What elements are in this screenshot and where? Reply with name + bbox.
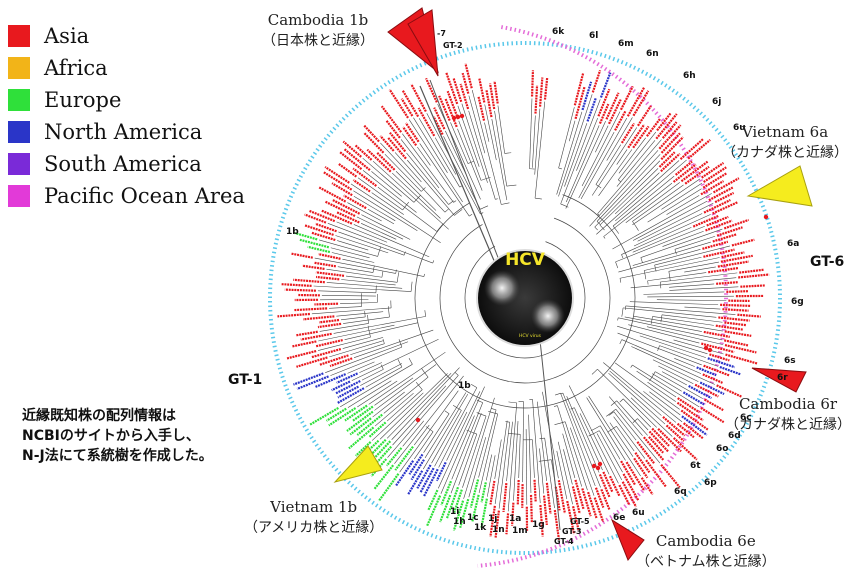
- legend-item-europe: Europe: [8, 84, 245, 116]
- legend-swatch: [8, 89, 30, 111]
- callout-cambodia-6e: Cambodia 6e （ベトナム株と近縁）: [636, 531, 776, 573]
- genotype-gt3: GT-3: [562, 527, 582, 536]
- subtype-6r: 6r: [777, 373, 788, 383]
- subtype-6a: 6a: [787, 239, 799, 249]
- outer-dotted-arc: [477, 25, 729, 568]
- genotype-gt4: GT-4: [554, 537, 574, 546]
- subtype-6n: 6n: [646, 49, 659, 59]
- legend-item-asia: Asia: [8, 20, 245, 52]
- method-note-line: 近縁既知株の配列情報は: [22, 408, 176, 424]
- subtype-1c: 1c: [467, 513, 479, 523]
- legend-swatch: [8, 25, 30, 47]
- long-branch-cambodia-1b: [419, 85, 499, 271]
- legend-label: Africa: [44, 56, 108, 80]
- callout-sub: （カナダ株と近縁）: [722, 145, 848, 161]
- genotype-gt5: GT-5: [570, 517, 590, 526]
- subtype-6j: 6j: [712, 97, 721, 107]
- subtype-1a: 1a: [509, 514, 521, 524]
- method-note-line: N-J法にて系統樹を作成した。: [22, 448, 213, 464]
- tree-branches: [311, 90, 769, 512]
- legend-label: Europe: [44, 88, 122, 112]
- legend-item-north-america: North America: [8, 116, 245, 148]
- callout-sub: （ベトナム株と近縁）: [636, 554, 776, 570]
- callout-cambodia-1b: Cambodia 1b （日本株と近縁）: [262, 10, 374, 52]
- subtype-6u-top: 6u: [733, 123, 746, 133]
- subtype-1m: 1m: [512, 526, 528, 536]
- subtype-1g: 1g: [532, 520, 545, 530]
- legend-swatch: [8, 153, 30, 175]
- method-note: 近縁既知株の配列情報は NCBIのサイトから入手し、 N-J法にて系統樹を作成し…: [22, 406, 213, 466]
- legend-swatch: [8, 185, 30, 207]
- genotype-gt1: GT-1: [228, 372, 262, 388]
- hcv-center-image: HCV HCV virus: [476, 249, 574, 347]
- long-branch-cambodia-1b-b: [429, 79, 503, 269]
- subtype-6d: 6d: [728, 431, 741, 441]
- subtype-1b-outer: 1b: [286, 227, 299, 237]
- arrow-vietnam-1b: [333, 445, 383, 483]
- legend-swatch: [8, 57, 30, 79]
- callout-name: Vietnam 6a: [741, 123, 829, 141]
- callout-sub: （アメリカ株と近縁）: [244, 520, 384, 536]
- legend-item-pacific-ocean-area: Pacific Ocean Area: [8, 180, 245, 212]
- callout-sub: （カナダ株と近縁）: [725, 417, 851, 433]
- callout-vietnam-1b: Vietnam 1b （アメリカ株と近縁）: [244, 497, 383, 539]
- genotype-gt7: -7: [437, 29, 446, 38]
- arrow-cambodia-6e: [610, 518, 645, 561]
- hcv-label: HCV: [505, 250, 546, 270]
- genotype-gt2: GT-2: [443, 41, 463, 50]
- legend-item-africa: Africa: [8, 52, 245, 84]
- subtype-6t: 6t: [690, 461, 701, 471]
- subtype-1h: 1h: [453, 517, 466, 527]
- subtype-1b-inner: 1b: [458, 381, 471, 391]
- subtype-6e: 6e: [613, 513, 625, 523]
- legend-label: South America: [44, 152, 202, 176]
- long-branch-gt5: [539, 339, 561, 531]
- subtype-6c: 6c: [740, 413, 752, 423]
- genotype-gt6: GT-6: [810, 254, 844, 270]
- callout-name: Vietnam 1b: [270, 498, 358, 516]
- subtype-6q: 6q: [674, 487, 687, 497]
- subtype-6p: 6p: [704, 478, 717, 488]
- subtype-1k: 1k: [474, 523, 487, 533]
- legend-label: North America: [44, 120, 203, 144]
- subtype-6l: 6l: [589, 31, 598, 41]
- subtype-1n: 1n: [492, 525, 505, 535]
- subtype-1j: 1j: [488, 514, 497, 524]
- subtype-6g: 6g: [791, 297, 804, 307]
- subtype-6u-bot: 6u: [632, 508, 645, 518]
- subtype-6k: 6k: [552, 27, 565, 37]
- arrow-vietnam-6a: [746, 165, 813, 207]
- callout-name: Cambodia 6e: [655, 532, 756, 550]
- legend-label: Asia: [44, 24, 90, 48]
- callout-name: Cambodia 1b: [267, 11, 369, 29]
- subtype-6o: 6o: [716, 444, 728, 454]
- subtype-6h: 6h: [683, 71, 696, 81]
- hcv-caption: HCV virus: [519, 333, 542, 339]
- region-legend: Asia Africa Europe North America South A…: [8, 20, 245, 212]
- legend-label: Pacific Ocean Area: [44, 184, 245, 208]
- method-note-line: NCBIのサイトから入手し、: [22, 428, 200, 444]
- callout-vietnam-6a: Vietnam 6a （カナダ株と近縁）: [722, 122, 848, 164]
- arrow-cambodia-6r: [751, 367, 807, 393]
- legend-item-south-america: South America: [8, 148, 245, 180]
- legend-swatch: [8, 121, 30, 143]
- subtype-1i: 1i: [450, 507, 459, 517]
- inner-dotted-arc: [268, 41, 782, 555]
- callout-name: Cambodia 6r: [738, 395, 838, 413]
- subtype-6s: 6s: [784, 356, 796, 366]
- callout-sub: （日本株と近縁）: [262, 33, 374, 49]
- subtype-6m: 6m: [618, 39, 634, 49]
- tree-leaf-labels: [277, 63, 770, 542]
- callout-cambodia-6r: Cambodia 6r （カナダ株と近縁）: [725, 394, 851, 436]
- arrow-cambodia-1b-2: [407, 9, 439, 77]
